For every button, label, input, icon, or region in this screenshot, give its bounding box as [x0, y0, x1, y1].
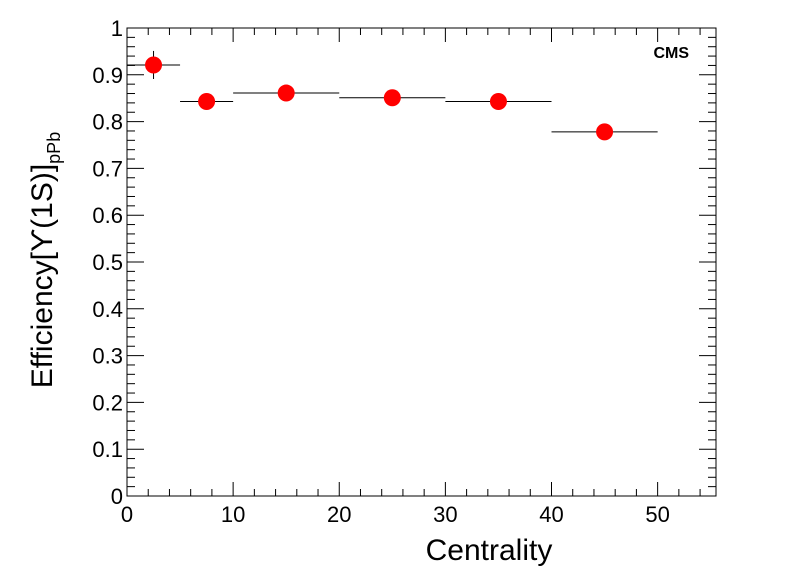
- data-point: [145, 56, 163, 74]
- x-axis-title: Centrality: [426, 534, 553, 567]
- y-tick-label: 0: [111, 484, 123, 509]
- x-tick-label: 50: [645, 502, 669, 527]
- x-tick-label: 20: [327, 502, 351, 527]
- data-points: [127, 50, 658, 141]
- x-tick-label: 30: [433, 502, 457, 527]
- y-tick-label: 0.2: [92, 390, 123, 415]
- data-point: [198, 92, 216, 110]
- y-axis-tick-labels: 0 0.1 0.2 0.3 0.4 0.5 0.6 0.7 0.8 0.9 1: [92, 16, 123, 509]
- x-tick-label: 40: [539, 502, 563, 527]
- y-tick-label: 0.7: [92, 156, 123, 181]
- y-axis-title: Efficiency[ϒ(1S)]pPb: [26, 132, 64, 388]
- y-axis-title-subscript: pPb: [44, 132, 64, 164]
- y-tick-label: 0.4: [92, 297, 123, 322]
- y-tick-label: 0.6: [92, 203, 123, 228]
- y-tick-label: 0.9: [92, 63, 123, 88]
- x-tick-label: 10: [221, 502, 245, 527]
- data-point: [596, 123, 614, 141]
- x-tick-label: 0: [121, 502, 133, 527]
- y-tick-label: 0.5: [92, 250, 123, 275]
- y-tick-label: 0.1: [92, 437, 123, 462]
- y-tick-label: 0.3: [92, 344, 123, 369]
- data-point: [277, 84, 295, 102]
- data-point: [489, 92, 507, 110]
- data-point: [383, 89, 401, 107]
- y-axis-title-state: (1S)]: [26, 164, 59, 229]
- y-tick-label: 1: [111, 16, 123, 41]
- upsilon-symbol: ϒ: [26, 229, 59, 252]
- x-axis-ticks: [126, 28, 701, 496]
- y-tick-label: 0.8: [92, 110, 123, 135]
- y-axis-title-prefix: Efficiency[: [26, 251, 59, 388]
- y-axis-ticks: [127, 27, 716, 497]
- cms-annotation: CMS: [653, 45, 689, 62]
- x-axis-tick-labels: 0 10 20 30 40 50: [121, 502, 670, 527]
